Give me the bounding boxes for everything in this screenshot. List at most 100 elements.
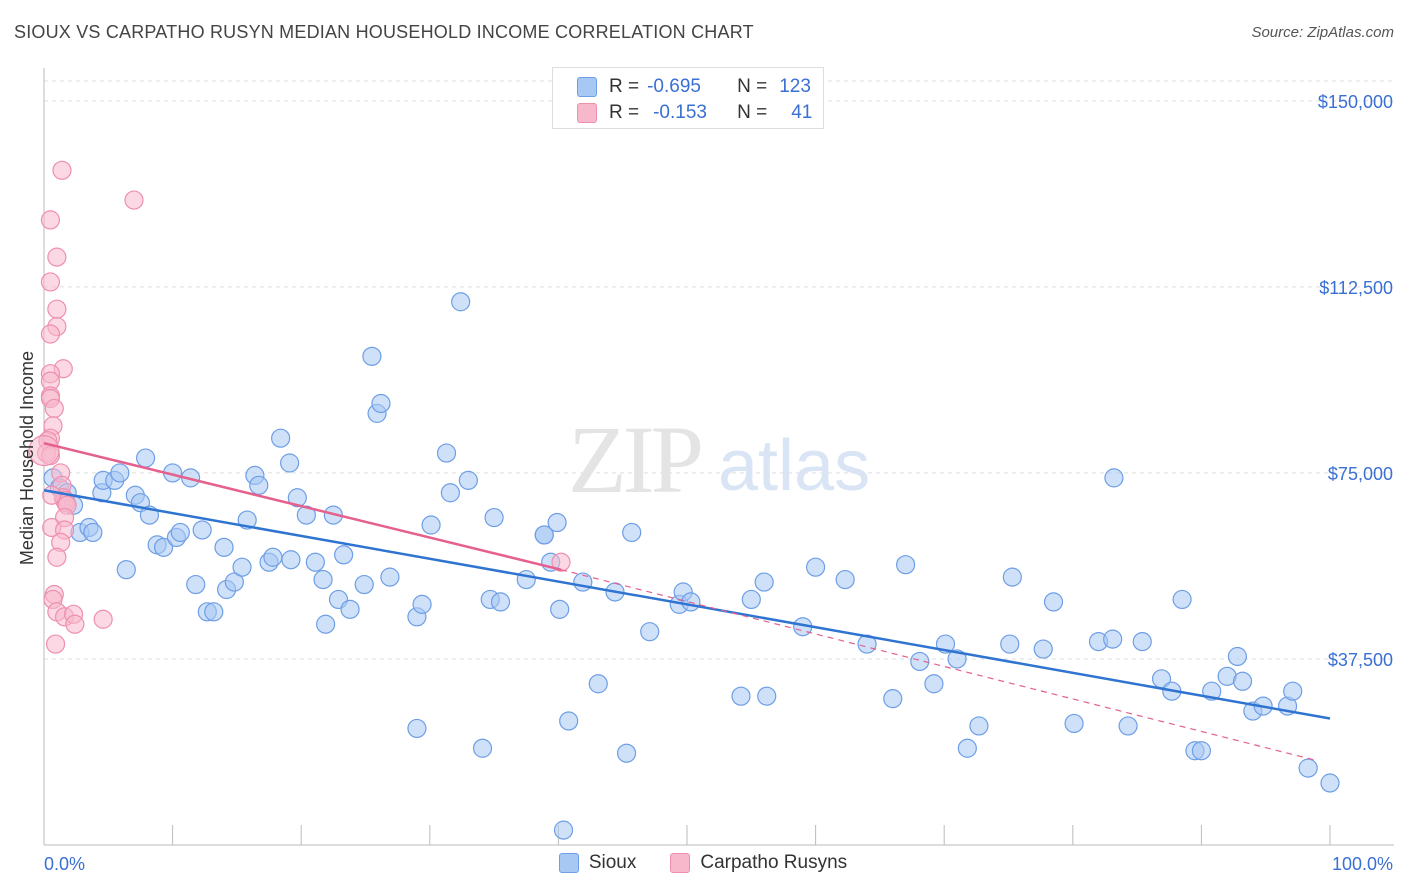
rusyn-point [551,552,571,572]
rusyn-point [47,299,67,319]
series-legend: Sioux Carpatho Rusyns [0,852,1406,874]
rusyn-point [28,434,60,467]
sioux-point [224,572,244,592]
legend-swatch-sioux [558,853,579,873]
sioux-point [516,569,536,590]
sioux-point [957,738,977,758]
sioux-point [547,512,567,533]
sioux-point [640,622,660,642]
sioux-point [1227,646,1248,667]
sioux-point [1103,629,1123,649]
sioux-point [1298,758,1318,778]
chart-title: SIOUX VS CARPATHO RUSYN MEDIAN HOUSEHOLD… [14,22,754,42]
sioux-point [1320,773,1340,793]
legend-r-value: -0.695 [647,76,701,97]
rusyn-point [40,210,61,230]
sioux-point [731,686,751,706]
source-label: Source: ZipAtlas.com [1251,24,1394,41]
sioux-point [622,522,642,543]
sioux-point [371,393,391,414]
legend-n-value: 41 [791,102,813,123]
sioux-point [1283,681,1303,701]
sioux-point [559,711,579,731]
sioux-point [553,820,574,840]
sioux-point [281,550,301,570]
rusyn-point [44,398,64,419]
sioux-point [153,537,174,557]
sioux-trend-line [43,489,1331,720]
sioux-point [741,589,761,610]
series-rusyn [28,160,571,654]
sioux-point [305,552,325,572]
sioux-point [83,522,103,543]
x-tick-label: 0.0% [44,854,85,874]
legend-r-label: R = [609,102,640,123]
sioux-point [1132,631,1152,652]
sioux-point [1002,567,1022,587]
sioux-point [334,545,354,565]
sioux-point [271,428,291,448]
legend-item-rusyn[interactable]: Carpatho Rusyns [670,852,847,874]
y-tick-label: $150,000 [1318,92,1393,112]
sioux-point [232,557,252,577]
sioux-point [490,592,511,612]
rusyn-point [124,190,144,210]
sioux-point [910,651,930,672]
sioux-point [458,470,478,490]
correlation-legend: R = -0.695 N = 123 R = -0.153 N = 41 [552,67,824,129]
sioux-point [534,525,554,545]
sioux-point [1000,634,1020,654]
rusyn-point [47,547,67,567]
legend-r-value: -0.153 [653,102,707,123]
sioux-point [924,674,944,694]
rusyn-point [52,160,72,180]
sioux-point [1232,671,1253,691]
y-tick-label: $112,500 [1319,278,1393,298]
sioux-point [472,738,493,758]
sioux-point [451,292,471,312]
sioux-point [340,599,360,619]
legend-swatch-rusyn [670,853,691,873]
sioux-point [1191,741,1212,761]
watermark-zip: ZIP [568,406,701,513]
sioux-point [588,674,608,694]
sioux-point [1064,713,1084,734]
sioux-point [110,463,130,483]
series-sioux [43,292,1340,840]
sioux-point [1043,592,1064,612]
sioux-point [616,743,637,763]
rusyn-point [93,609,113,629]
rusyn-point [42,485,62,505]
sioux-point [280,453,300,473]
sioux-point [440,483,460,503]
rusyn-point [40,324,61,344]
sioux-point [170,522,190,543]
sioux-point [1118,716,1138,736]
legend-n-label: N = [737,102,768,123]
sioux-point [896,555,916,575]
sioux-point [249,475,269,495]
legend-row-sioux: R = -0.695 N = 123 [577,76,811,98]
sioux-point [835,569,855,590]
rusyn-point [65,614,85,634]
sioux-point [1104,468,1124,488]
rusyn-trend-line [43,441,562,571]
sioux-point [550,599,570,619]
sioux-point [214,537,234,557]
sioux-point [316,614,336,634]
legend-swatch-sioux [577,77,597,97]
y-tick-label: $75,000 [1328,464,1393,484]
legend-n-value: 123 [779,76,811,97]
legend-swatch-rusyn [577,103,597,123]
legend-row-rusyn: R = -0.153 N = 41 [577,102,812,124]
watermark-atlas: atlas [718,426,870,506]
sioux-point [287,488,307,508]
sioux-point [380,567,400,587]
y-axis-title: Median Household Income [17,351,37,565]
sioux-point [757,686,777,706]
rusyn-point [45,634,66,654]
rusyn-point [47,247,67,267]
legend-item-sioux[interactable]: Sioux [558,852,636,874]
sioux-point [436,443,457,463]
